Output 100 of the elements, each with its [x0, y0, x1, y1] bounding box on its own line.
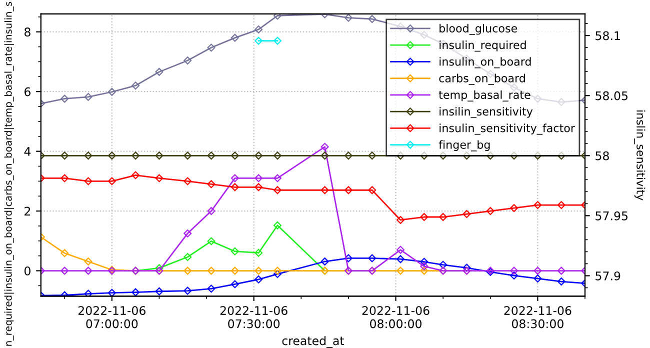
point [132, 82, 140, 90]
point [207, 44, 216, 52]
legend-label: blood_glucose [440, 24, 518, 35]
point [207, 237, 216, 246]
point [60, 174, 69, 182]
point [534, 274, 542, 283]
point [534, 201, 542, 210]
point [184, 56, 192, 64]
point [230, 34, 239, 42]
point [84, 266, 92, 275]
y-tick-label: 6 [24, 87, 30, 96]
point [534, 266, 542, 275]
point [396, 266, 404, 275]
point [207, 284, 216, 293]
point [155, 174, 164, 182]
point [207, 207, 216, 216]
y-tick-label: 0 [24, 266, 30, 276]
point [510, 266, 518, 275]
legend-label: insulin_sensitivity_factor [440, 124, 576, 135]
point [254, 174, 263, 182]
legend-label: carbs_on_board [439, 74, 525, 85]
point [132, 171, 140, 180]
y2-axis-title: inslin_sensitivity [634, 110, 646, 200]
point [230, 280, 239, 288]
point [230, 247, 239, 256]
point [155, 287, 164, 296]
point [344, 186, 352, 194]
y-axis-title: n_required|insulin_on_board|carbs_on_board|temp_basal_rate|insulin_s [4, 2, 14, 346]
point [320, 186, 329, 194]
y2-tick-label: 57.9 [596, 271, 620, 280]
point [320, 142, 329, 151]
point [230, 266, 239, 275]
x-tick-label: 2022-11-06 07:00:00 [78, 306, 146, 328]
y2-tick-label: 58.1 [596, 31, 620, 40]
point [486, 207, 494, 216]
x-axis-title: created_at [282, 336, 344, 348]
point [462, 264, 471, 272]
point [207, 180, 216, 188]
x-tick-label: 2022-11-06 08:00:00 [362, 306, 430, 328]
legend-label: temp_basal_rate [438, 90, 530, 102]
point [108, 88, 116, 96]
point [420, 266, 428, 275]
point [368, 186, 376, 194]
point [274, 266, 282, 275]
point [344, 254, 352, 262]
y2-tick-label: 58 [596, 151, 609, 160]
point [60, 94, 69, 103]
point [254, 275, 263, 284]
point [84, 290, 92, 296]
point [274, 221, 282, 230]
point [230, 174, 239, 182]
point [60, 266, 69, 275]
point [420, 213, 428, 221]
x-tick-label: 2022-11-06 07:30:00 [220, 306, 288, 328]
point [254, 25, 263, 34]
point [184, 229, 192, 238]
point [420, 258, 428, 266]
y2-tick-label: 58.05 [596, 91, 628, 100]
point [274, 174, 282, 182]
point [274, 186, 282, 194]
point [368, 254, 376, 262]
point [184, 266, 192, 275]
x-tick-label: 2022-11-06 08:30:00 [504, 306, 572, 328]
point [344, 14, 352, 22]
point [557, 278, 566, 286]
legend-label: insulin_required [440, 40, 526, 52]
point [439, 213, 448, 221]
point [274, 36, 282, 45]
point [420, 262, 428, 270]
point [184, 177, 192, 186]
legend-label: insulin_on_board [440, 57, 531, 68]
y-tick-label: 4 [24, 147, 31, 156]
point [84, 92, 92, 101]
point [184, 286, 192, 295]
point [557, 201, 566, 210]
point [254, 183, 263, 192]
point [108, 177, 116, 186]
point [254, 36, 263, 45]
y2-tick-label: 57.95 [596, 211, 628, 220]
point [320, 258, 329, 266]
point [439, 260, 448, 269]
y-tick-label: 8 [24, 28, 30, 36]
point [132, 288, 140, 296]
point [155, 264, 164, 272]
point [368, 15, 376, 23]
point [274, 270, 282, 278]
point [254, 266, 263, 275]
point [230, 183, 239, 192]
point [155, 68, 164, 76]
point [462, 210, 471, 218]
point [396, 216, 404, 224]
point [207, 266, 216, 275]
y-tick-label: 2 [24, 206, 30, 216]
point [557, 266, 566, 275]
legend-label: finger_bg [438, 140, 490, 152]
point [396, 246, 404, 254]
point [60, 249, 69, 258]
point [254, 248, 263, 257]
point [184, 253, 192, 262]
point [84, 177, 92, 186]
